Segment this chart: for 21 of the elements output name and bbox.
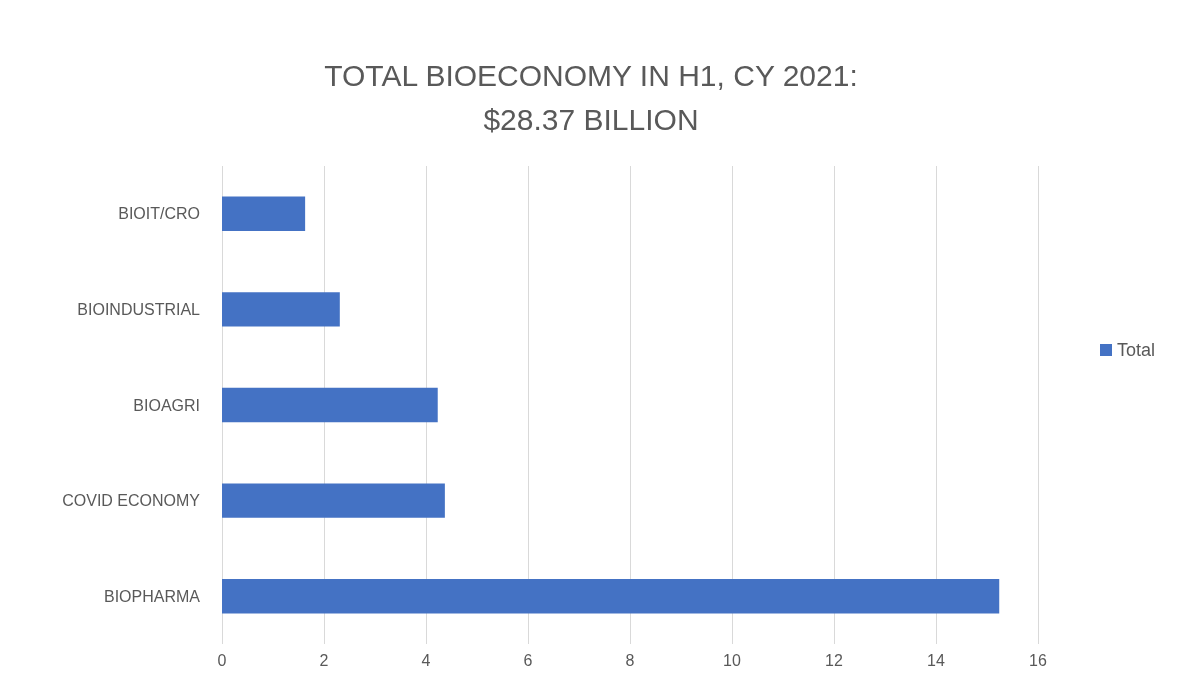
y-tick-label: BIOAGRI (133, 396, 200, 414)
x-tick-label: 6 (523, 651, 533, 669)
x-tick-label: 14 (927, 651, 945, 669)
y-tick-label: BIOINDUSTRIAL (77, 300, 201, 318)
bar (222, 387, 438, 423)
y-tick-label: COVID ECONOMY (62, 492, 201, 510)
bar (222, 196, 306, 232)
x-tick-label: 4 (421, 651, 431, 669)
x-tick-label: 0 (217, 651, 227, 669)
y-tick-label: BIOIT/CRO (118, 205, 200, 223)
bar (222, 578, 1000, 614)
legend-label: Total (1116, 340, 1156, 360)
x-tick-label: 2 (319, 651, 329, 669)
x-tick-label: 16 (1029, 651, 1047, 669)
x-tick-label: 8 (625, 651, 635, 669)
x-tick-label: 12 (825, 651, 843, 669)
chart-title: TOTAL BIOECONOMY IN H1, CY 2021: $28.37 BILLION (324, 58, 858, 136)
y-tick-label: BIOPHARMA (103, 587, 201, 605)
bar (222, 292, 340, 327)
x-tick-label: 10 (723, 651, 741, 669)
bar (222, 483, 445, 518)
